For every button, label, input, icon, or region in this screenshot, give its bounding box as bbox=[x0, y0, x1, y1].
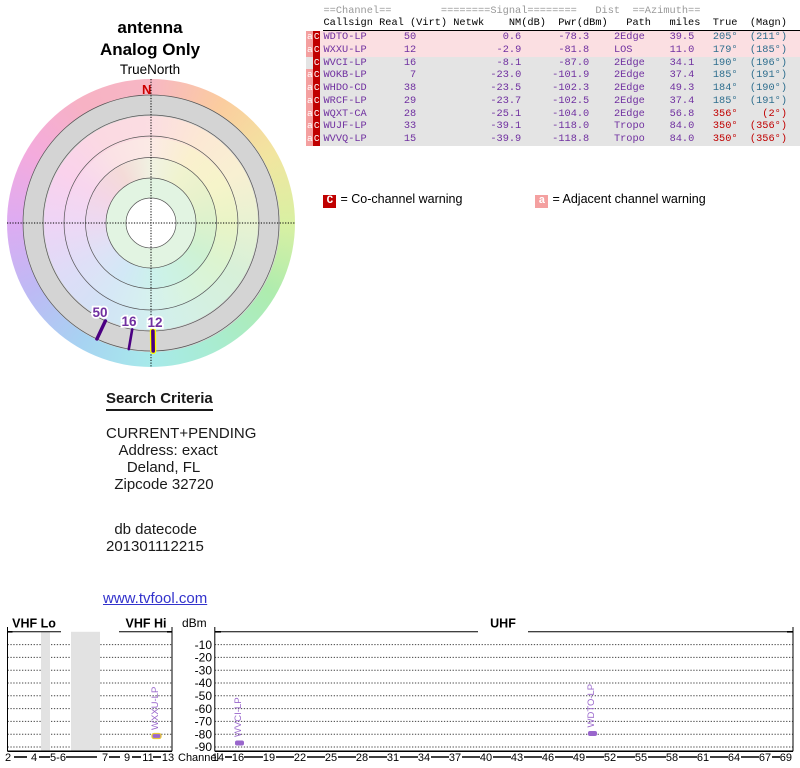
svg-text:7: 7 bbox=[102, 752, 108, 764]
svg-text:40: 40 bbox=[480, 752, 492, 764]
svg-text:34: 34 bbox=[418, 752, 430, 764]
svg-text:WVCI-LP: WVCI-LP bbox=[233, 697, 244, 737]
svg-text:dBm: dBm bbox=[182, 616, 207, 630]
svg-text:46: 46 bbox=[542, 752, 554, 764]
svg-text:31: 31 bbox=[387, 752, 399, 764]
svg-text:2: 2 bbox=[5, 752, 11, 764]
svg-text:13: 13 bbox=[162, 752, 174, 764]
svg-text:58: 58 bbox=[666, 752, 678, 764]
svg-text:9: 9 bbox=[124, 752, 130, 764]
svg-text:43: 43 bbox=[511, 752, 523, 764]
svg-text:VHF Lo: VHF Lo bbox=[12, 617, 56, 631]
svg-text:28: 28 bbox=[356, 752, 368, 764]
svg-text:11: 11 bbox=[142, 752, 153, 764]
svg-text:VHF Hi: VHF Hi bbox=[126, 617, 167, 631]
svg-text:19: 19 bbox=[263, 752, 275, 764]
svg-text:16: 16 bbox=[232, 752, 244, 764]
svg-text:52: 52 bbox=[604, 752, 616, 764]
svg-text:UHF: UHF bbox=[490, 617, 516, 631]
svg-text:WDTO-LP: WDTO-LP bbox=[586, 684, 597, 728]
svg-text:5-6: 5-6 bbox=[50, 752, 66, 764]
svg-text:69: 69 bbox=[780, 752, 792, 764]
svg-text:49: 49 bbox=[573, 752, 585, 764]
svg-text:64: 64 bbox=[728, 752, 740, 764]
svg-text:61: 61 bbox=[697, 752, 709, 764]
svg-text:25: 25 bbox=[325, 752, 337, 764]
svg-text:14: 14 bbox=[212, 752, 224, 764]
svg-text:55: 55 bbox=[635, 752, 647, 764]
svg-text:4: 4 bbox=[31, 752, 37, 764]
svg-text:22: 22 bbox=[294, 752, 306, 764]
svg-text:37: 37 bbox=[449, 752, 461, 764]
svg-text:67: 67 bbox=[759, 752, 771, 764]
svg-text:WXXU-LP: WXXU-LP bbox=[150, 687, 161, 730]
